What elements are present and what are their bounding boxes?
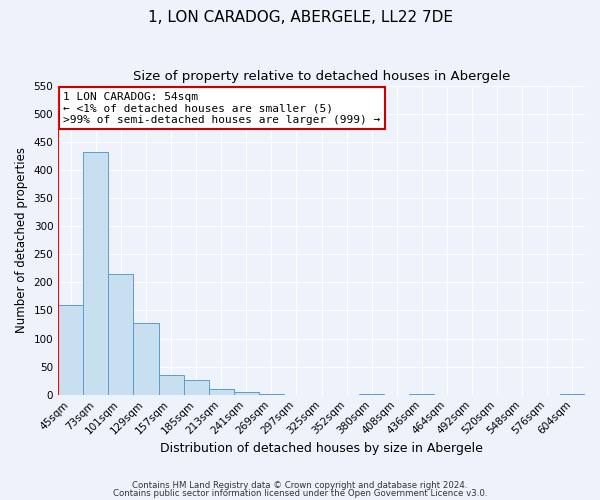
Title: Size of property relative to detached houses in Abergele: Size of property relative to detached ho… (133, 70, 510, 83)
Text: Contains public sector information licensed under the Open Government Licence v3: Contains public sector information licen… (113, 488, 487, 498)
Bar (109, 274, 133, 394)
X-axis label: Distribution of detached houses by size in Abergele: Distribution of detached houses by size … (160, 442, 483, 455)
Bar (58, 305, 83, 394)
Text: Contains HM Land Registry data © Crown copyright and database right 2024.: Contains HM Land Registry data © Crown c… (132, 481, 468, 490)
Bar (184, 380, 209, 394)
Y-axis label: Number of detached properties: Number of detached properties (15, 147, 28, 333)
Bar (133, 323, 158, 394)
Bar (209, 389, 234, 394)
Bar (158, 375, 184, 394)
Text: 1, LON CARADOG, ABERGELE, LL22 7DE: 1, LON CARADOG, ABERGELE, LL22 7DE (148, 10, 452, 25)
Bar (234, 392, 259, 394)
Bar (83, 152, 109, 394)
Text: 1 LON CARADOG: 54sqm
← <1% of detached houses are smaller (5)
>99% of semi-detac: 1 LON CARADOG: 54sqm ← <1% of detached h… (64, 92, 380, 125)
